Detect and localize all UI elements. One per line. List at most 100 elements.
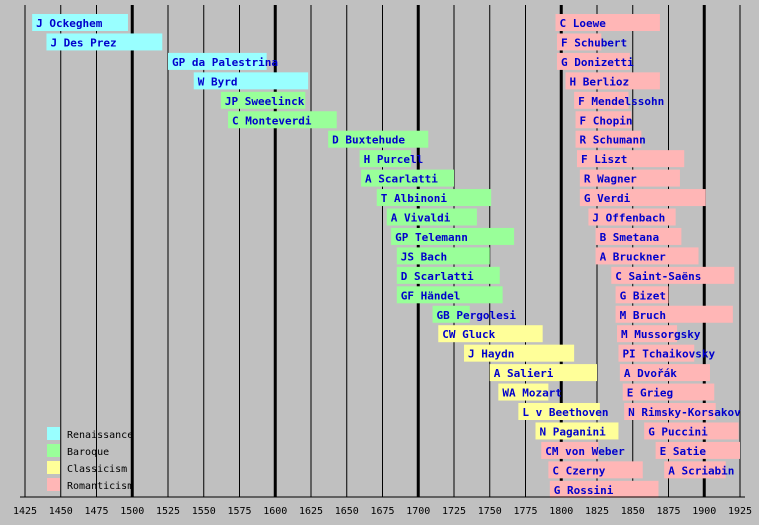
legend: Renaissance Baroque Classicism Romanticism [47, 427, 133, 492]
composer-bar-group: C Monteverdi [228, 111, 337, 129]
composer-bar-group: JS Bach [396, 247, 490, 265]
composer-bar [228, 111, 337, 129]
legend-swatch [47, 444, 60, 457]
composer-bar [518, 403, 600, 420]
composer-bar [576, 150, 685, 168]
composer-bar-group: J Haydn [464, 344, 575, 362]
composer-label: F Chopin [580, 114, 633, 127]
composer-label: H Berlioz [570, 75, 630, 88]
legend-label: Renaissance [67, 430, 133, 441]
composer-bar [555, 14, 660, 31]
composer-bar [664, 461, 726, 479]
composer-label: M Bruch [620, 309, 666, 322]
composer-bar-group: C Loewe [555, 14, 660, 31]
legend-label: Baroque [67, 447, 109, 458]
composer-label: B Smetana [600, 231, 660, 244]
composer-label: W Byrd [198, 75, 238, 88]
x-tick-label: 1775 [513, 506, 537, 517]
composer-label: D Buxtehude [332, 134, 405, 147]
composer-bar-group: N Paganini [535, 422, 619, 440]
composer-label: A Salieri [494, 367, 554, 380]
composer-bar-group: CW Gluck [438, 325, 543, 343]
x-tick-label: 1475 [84, 506, 108, 517]
composer-bar [618, 344, 695, 362]
composer-bar-group: J Ockeghem [32, 14, 128, 31]
composer-bar [615, 305, 733, 323]
composer-bar-group: M Mussorgsky [617, 325, 701, 343]
composer-bar [391, 227, 515, 245]
composer-label: J Ockeghem [36, 17, 103, 30]
composer-label: M Mussorgsky [621, 328, 701, 341]
composer-bar [396, 286, 503, 304]
composer-label: A Scarlatti [365, 173, 438, 186]
composer-bar [624, 403, 716, 420]
composer-bar-group: G Donizetti [556, 52, 634, 70]
composer-bar-group: A Bruckner [595, 247, 699, 265]
composer-bar-group: D Scarlatti [396, 266, 500, 284]
composer-bar [168, 52, 267, 70]
composer-bar [438, 325, 543, 343]
composer-bar-group: CM von Weber [541, 441, 625, 459]
composer-label: GF Händel [401, 289, 461, 302]
x-tick-label: 1925 [728, 506, 752, 517]
composer-label: A Bruckner [600, 250, 667, 263]
composer-bar [464, 344, 575, 362]
composer-bar [556, 33, 602, 51]
composer-bar-group: JP Sweelinck [220, 91, 306, 109]
composer-label: G Puccini [648, 425, 708, 438]
composer-bar-group: T Albinoni [376, 189, 492, 207]
x-axis: 1425 1450 1475 1500 1525 1550 1575 1600 1625 1650… [13, 496, 752, 517]
composer-label: A Dvořák [624, 367, 677, 380]
composer-bar [588, 208, 676, 226]
composer-bar-group: G Verdi [579, 189, 706, 207]
composer-bar-group: W Byrd [193, 72, 309, 90]
composer-bar [565, 72, 660, 90]
composer-label: A Scriabin [668, 464, 734, 477]
composer-bar [617, 325, 678, 343]
composer-label: F Liszt [581, 153, 627, 166]
composer-bar [432, 305, 470, 323]
composer-bar-group: D Buxtehude [328, 130, 429, 148]
composer-bar [396, 266, 500, 284]
composer-bar [361, 169, 454, 187]
composer-label: E Grieg [627, 387, 673, 400]
x-tick-label: 1700 [406, 506, 430, 517]
composer-label: C Monteverdi [232, 114, 312, 127]
composer-bar-group: J Offenbach [588, 208, 676, 226]
composer-bar [498, 383, 549, 401]
composer-bar [32, 14, 128, 31]
legend-swatch [47, 478, 60, 491]
composer-bar [574, 91, 629, 109]
composer-label: C Loewe [560, 17, 607, 30]
composer-label: GB Pergolesi [437, 309, 517, 322]
composer-bar [386, 208, 477, 226]
composer-bar-group: F Chopin [575, 111, 633, 129]
composer-bar [611, 266, 735, 284]
composer-label: D Scarlatti [401, 270, 474, 283]
x-tick-label: 1450 [49, 506, 73, 517]
legend-swatch [47, 427, 60, 440]
composer-bar-group: GP da Palestrina [168, 52, 278, 70]
x-tick-label: 1625 [299, 506, 323, 517]
composer-label: J Haydn [468, 348, 514, 361]
composer-label: G Rossini [554, 484, 614, 497]
composer-bar-group: E Grieg [622, 383, 715, 401]
composer-label: T Albinoni [381, 192, 448, 205]
composer-label: JS Bach [401, 250, 447, 263]
composer-bar-group: PI Tchaikovsky [618, 344, 716, 362]
x-tick-label: 1575 [227, 506, 251, 517]
composer-label: R Wagner [584, 173, 637, 186]
composer-label: J Offenbach [592, 212, 665, 225]
composer-bar-group: G Puccini [644, 422, 739, 440]
x-tick-label: 1600 [263, 506, 287, 517]
x-tick-label: 1875 [656, 506, 680, 517]
composer-label: H Purcell [364, 153, 424, 166]
composer-label: GP da Palestrina [172, 56, 278, 69]
composer-bar-group: H Purcell [359, 150, 424, 168]
composer-bar [548, 461, 643, 479]
x-tick-label: 1900 [692, 506, 716, 517]
legend-label: Romanticism [67, 481, 133, 492]
composer-label: PI Tchaikovsky [622, 348, 715, 361]
legend-label: Classicism [67, 464, 127, 475]
composer-bar [619, 364, 710, 382]
